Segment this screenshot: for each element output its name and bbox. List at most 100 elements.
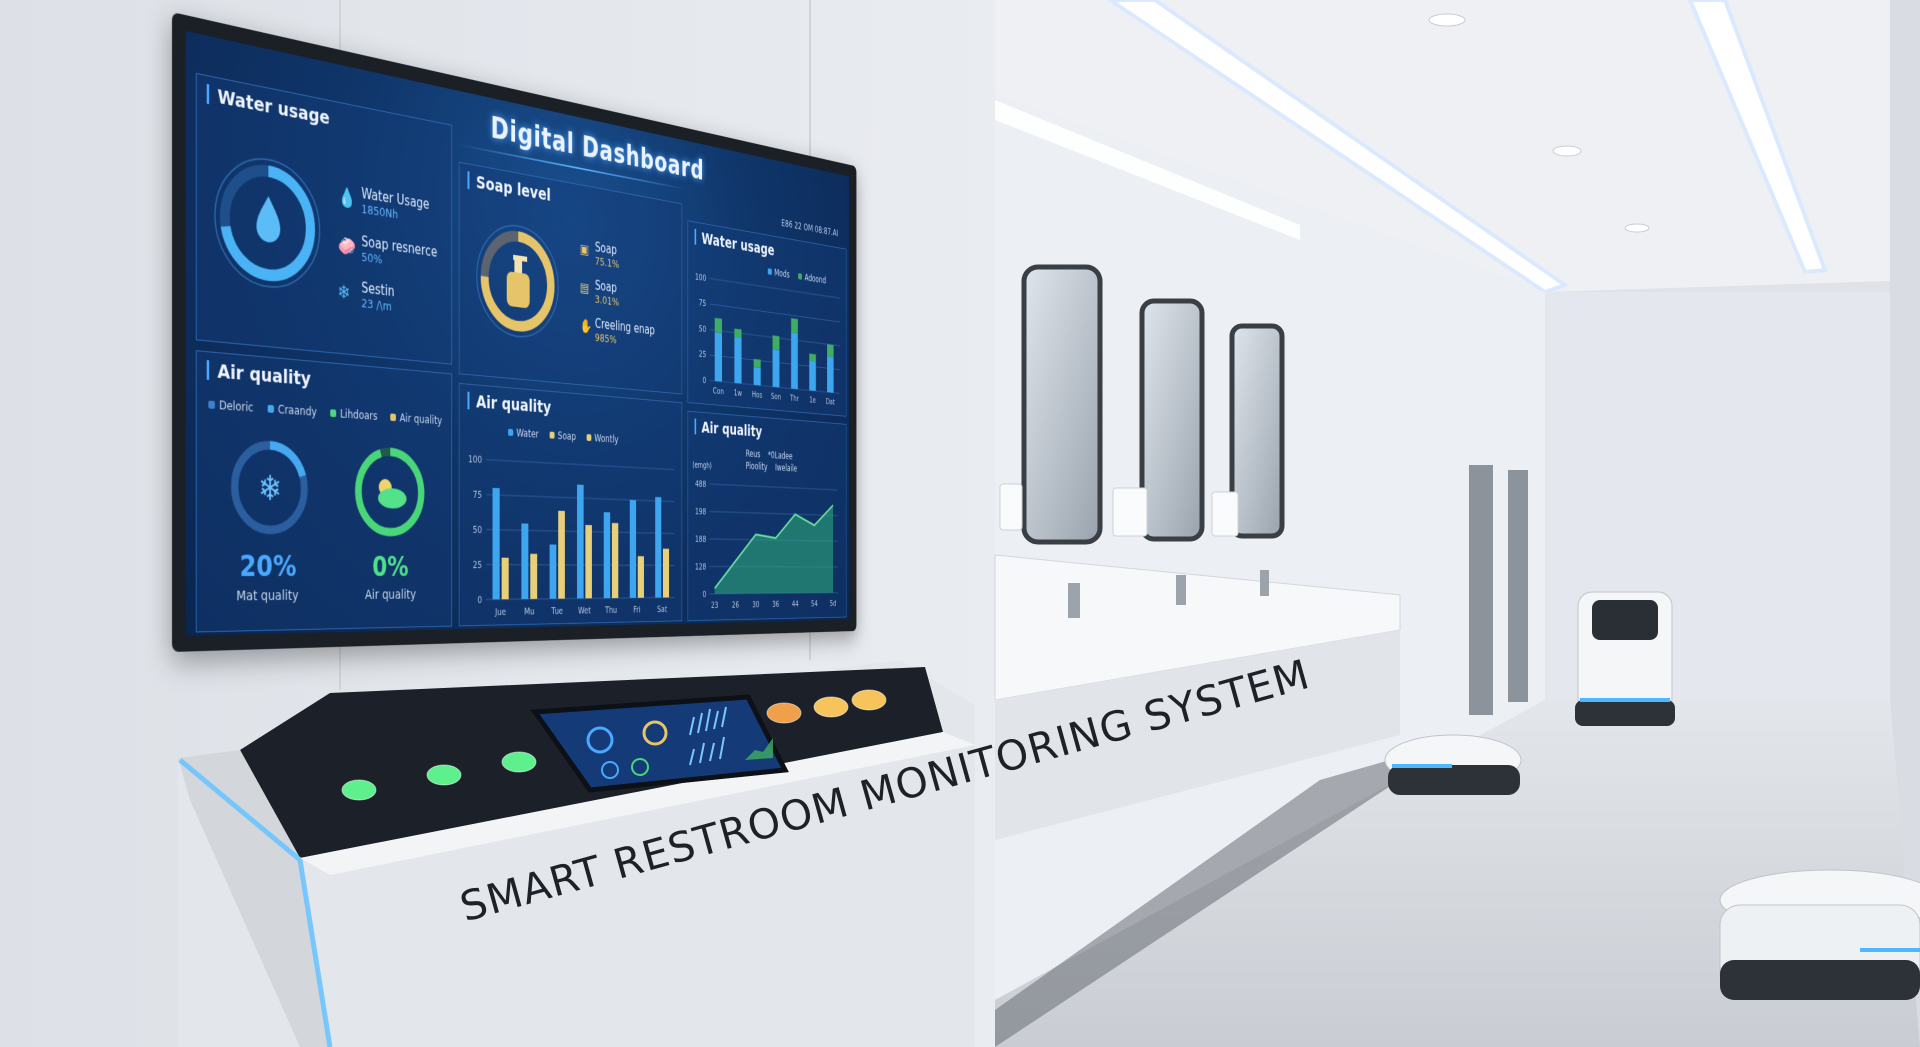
bar-water [521,523,529,600]
stat-creeling-enap: Creeling enap 985% [594,315,655,347]
bar-water [655,496,662,598]
mirror [1229,323,1285,539]
snowflake-icon: ❄ [337,279,351,304]
faucet [1068,583,1080,618]
indicator-light [766,702,802,724]
faucet [1260,570,1269,596]
stat-soap-2: Soap 3.01% [594,277,620,310]
x-tick-label: Hos [752,390,762,401]
bar-soap [530,553,538,600]
bar-soap [585,524,592,599]
x-tick-label: Tue [551,606,563,617]
mirror [1021,264,1103,545]
bar-water [549,544,557,599]
y-tick-label: 25 [699,349,706,360]
hand-wash-icon: ✋ [580,317,592,335]
ceiling-light-strip [1687,0,1828,275]
gridline [709,511,837,515]
bar-mods [827,356,834,393]
indicator-light [426,764,462,786]
line-legend: Reus *0Ladee Pioolity Iwelaile [745,447,798,474]
x-tick-label: Sat [657,604,667,614]
indicator-light [813,696,849,718]
bar-adoond [714,317,723,334]
ceiling-spotlight [1428,13,1466,27]
y-tick-label: 75 [699,298,706,309]
x-tick-label: 36 [772,600,779,610]
water-usage-chart-panel: Water usage Mods Adoond 0 25 50 75 100 Con 1w H… [687,220,847,417]
soap-bar-icon: ▤ [580,278,590,296]
indicator-light [341,779,377,801]
soap-dispenser [1211,491,1239,537]
air-quality-caption: Air quality [364,587,417,603]
line-unit: (emgh) [692,461,712,471]
timestamp: E86 22 OM 08:87.AI [781,217,839,239]
bar-adoond [791,318,798,334]
water-drop-icon: 💧 [337,184,357,211]
y-tick-label: 488 [695,479,706,490]
bar-adoond [772,335,780,351]
cove-light [995,100,1300,240]
floor-robot [1719,869,1920,1000]
bar-mods [809,361,816,392]
kiosk-touchscreen-content [586,706,773,779]
counter-underside [995,630,1400,840]
x-tick-label: Mu [524,606,534,617]
legend-swatch [390,413,397,422]
water-usage-stacked-chart: 0 25 50 75 100 Con 1w Hos Son Thr 1e Dat [695,272,847,407]
y-tick-label: 50 [473,524,482,535]
x-tick-label: 1w [734,388,742,399]
y-tick-label: 100 [695,272,706,284]
air-legend: Deloric Craandy Lihdoars Air quality [197,397,442,427]
gridline [709,484,837,490]
y-tick-label: 0 [703,590,707,600]
bar-adoond [809,353,816,363]
bar-soap [662,548,670,598]
bar-mods [753,366,761,386]
soap-icon: 🧼 [337,233,357,259]
y-tick-label: 100 [468,454,482,466]
x-tick-label: Thr [790,393,800,403]
soap-dispenser [999,483,1023,531]
bar-water [629,499,637,598]
bar-adoond [734,328,742,338]
floor [995,700,1920,1047]
y-tick-label: 188 [695,534,706,544]
indicator-light [501,751,537,773]
mat-quality-caption: Mat quality [236,588,299,605]
gridline [486,460,675,470]
bar-mods [714,332,723,382]
water-ring-gauge [212,146,323,297]
stat-soap: Soap 75.1% [594,239,620,272]
air-quality-value: 0% [372,551,409,584]
ceiling-spotlight [1624,223,1650,233]
bar-adoond [753,358,761,368]
x-tick-label: Fri [633,605,640,616]
y-tick-label: 75 [473,489,482,501]
dashboard-screen[interactable]: Digital Dashboard E86 22 OM 08:87.AI Wat… [185,30,850,636]
soap-level-panel: Soap level ▣ Soap 75.1% ▤ Soap 3.01% ✋ Cre… [458,161,683,395]
y-tick-label: 25 [473,560,482,571]
air-quality-gauge [350,439,429,542]
bar-soap [637,556,644,598]
legend-swatch [508,428,514,437]
x-tick-label: 54 [811,599,818,609]
x-tick-label: 23 [711,600,718,610]
legend-swatch [767,268,772,275]
stat-water-usage: Water Usage 1850Nh [361,185,430,223]
ceiling-spotlight [1552,145,1582,157]
sun-cloud-icon [378,478,407,509]
y-tick-label: 128 [695,562,706,572]
stall-door [1469,465,1493,715]
stat-sestin: Sestin 23 /\m [361,279,395,315]
legend-swatch [208,400,215,409]
soap-dispenser [1112,487,1148,537]
indicator-light [851,689,887,711]
floor-robot [1384,734,1522,795]
ceiling-light-strip [1106,0,1570,295]
mat-quality-gauge: ❄ [226,432,313,541]
y-tick-label: 198 [695,507,706,517]
bar-soap [501,557,509,600]
water-usage-panel: Water usage 💧 Water Usage 1850Nh 🧼 Soap r… [195,72,453,365]
stat-soap-resnerce: Soap resnerce 50% [361,233,438,268]
